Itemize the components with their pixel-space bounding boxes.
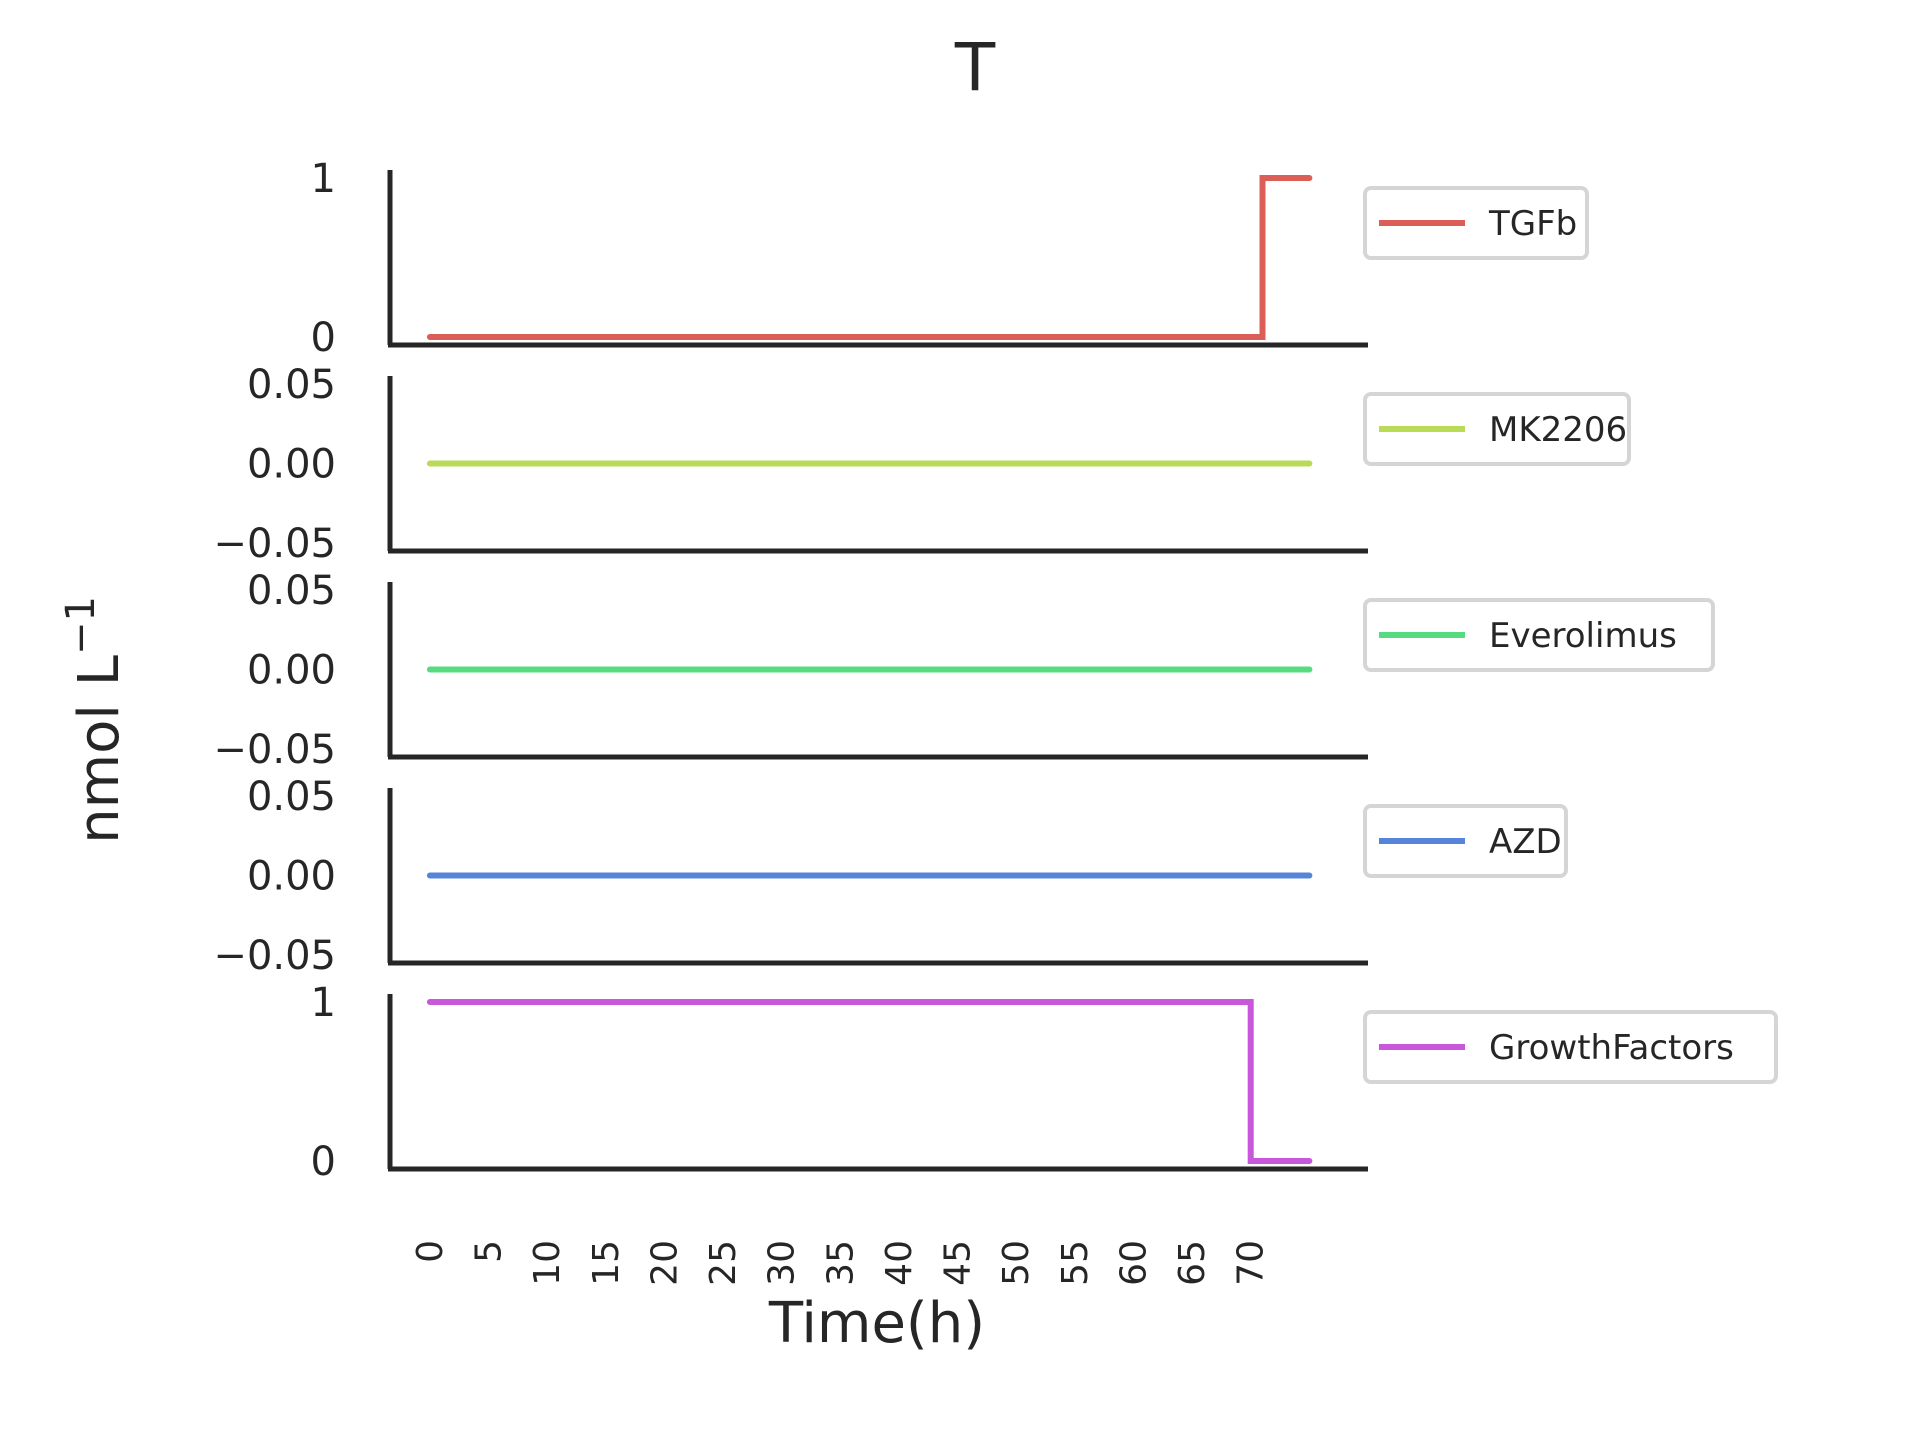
y-tick-label: 0.00 (247, 648, 336, 694)
series-line-tgfb (426, 175, 1313, 340)
y-tick-label: −0.05 (213, 521, 336, 567)
x-tick-label: 10 (527, 1240, 568, 1286)
y-axis-label-superscript: −1 (58, 596, 104, 655)
x-tick-label: 50 (996, 1240, 1037, 1286)
chart-title: T (954, 29, 996, 106)
legend-tgfb: TGFb (1363, 186, 1589, 260)
x-tick-label: 0 (410, 1240, 451, 1263)
series-line-growthfactors (426, 999, 1313, 1164)
legend-label: Everolimus (1489, 616, 1677, 656)
x-tick-label: 15 (586, 1240, 627, 1286)
panel-tgfb: 0 1 TGFb (311, 156, 1589, 361)
x-tick-label: 45 (938, 1240, 979, 1286)
x-tick-label: 25 (703, 1240, 744, 1286)
x-tick-label: 65 (1172, 1240, 1213, 1286)
y-tick-label: 0 (311, 315, 336, 361)
legend-azd: AZD (1363, 804, 1568, 878)
legend-everolimus: Everolimus (1363, 598, 1715, 672)
legend-label: MK2206 (1489, 410, 1627, 450)
legend-box (1363, 186, 1589, 260)
legend-growthfactors: GrowthFactors (1363, 1010, 1778, 1084)
panel-growthfactors: 0 1 GrowthFactors (311, 980, 1778, 1185)
y-tick-label: −0.05 (213, 727, 336, 773)
y-tick-label: 0.05 (247, 774, 336, 820)
panel-mk2206: −0.05 0.00 0.05 MK2206 (213, 362, 1631, 567)
legend-box (1363, 1010, 1778, 1084)
x-tick-label: 20 (644, 1240, 685, 1286)
y-tick-label: 1 (311, 156, 336, 202)
y-tick-label: 0.00 (247, 854, 336, 900)
legend-box (1363, 804, 1568, 878)
panel-everolimus: −0.05 0.00 0.05 Everolimus (213, 568, 1715, 773)
legend-mk2206: MK2206 (1363, 392, 1631, 466)
y-axis-label-text: nmol L (67, 655, 132, 844)
panel-azd: −0.05 0.00 0.05 AZD (213, 774, 1568, 979)
y-tick-label: 0.00 (247, 442, 336, 488)
y-tick-label: −0.05 (213, 933, 336, 979)
legend-label: TGFb (1488, 204, 1577, 244)
x-tick-label: 30 (762, 1240, 803, 1286)
x-axis-label: Time(h) (768, 1291, 985, 1356)
y-tick-label: 0.05 (247, 362, 336, 408)
x-axis-ticks: 0 5 10 15 20 25 30 35 40 45 50 55 60 65 70 (410, 1240, 1272, 1286)
y-tick-label: 0 (311, 1139, 336, 1185)
x-tick-label: 60 (1113, 1240, 1154, 1286)
x-tick-label: 5 (469, 1240, 510, 1263)
legend-box (1363, 598, 1715, 672)
chart-panels: 0 1 TGFb −0.05 0.00 0.05 MK2206 −0.05 0.00 0.05 Ev… (213, 156, 1778, 1185)
x-tick-label: 35 (820, 1240, 861, 1286)
x-tick-label: 40 (879, 1240, 920, 1286)
legend-label: AZD (1489, 822, 1562, 862)
x-tick-label: 70 (1231, 1240, 1272, 1286)
y-tick-label: 0.05 (247, 568, 336, 614)
x-tick-label: 55 (1055, 1240, 1096, 1286)
y-tick-label: 1 (311, 980, 336, 1026)
legend-label: GrowthFactors (1489, 1028, 1734, 1068)
y-axis-label: nmol L−1 (58, 596, 132, 844)
legend-box (1363, 392, 1631, 466)
